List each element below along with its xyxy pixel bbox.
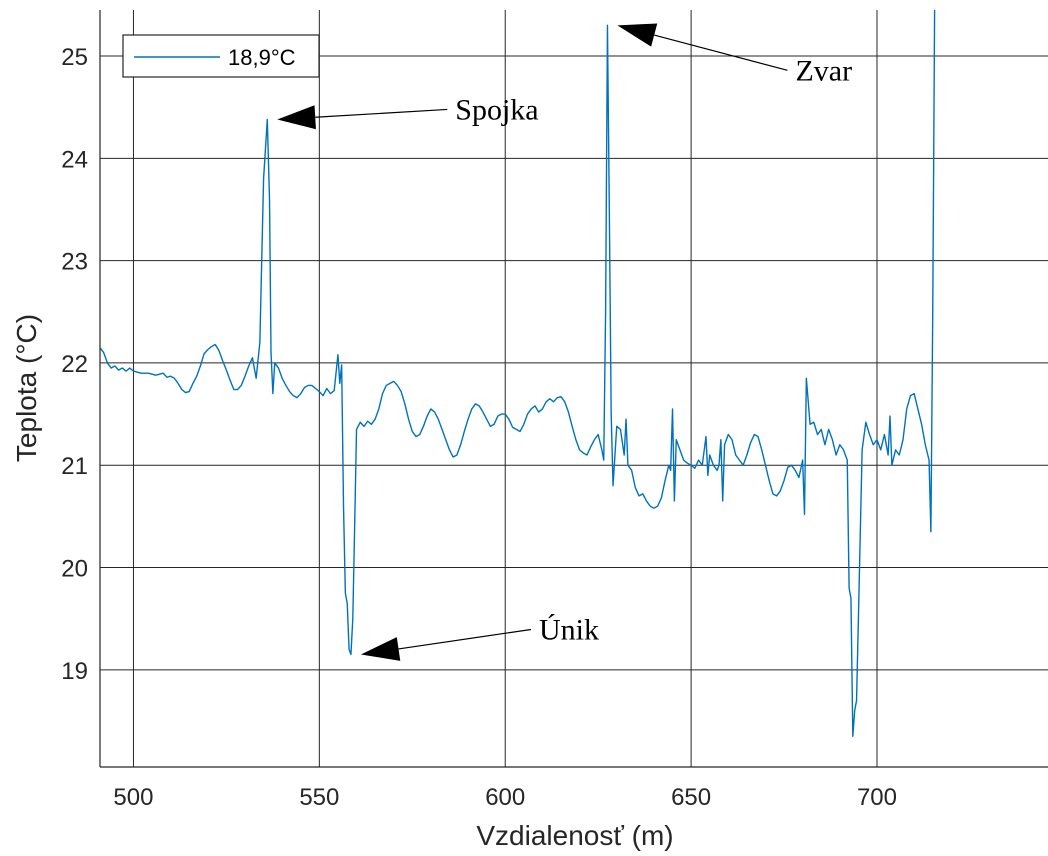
- plot-area: [100, 10, 936, 738]
- y-axis-label: Teplota (°C): [11, 314, 42, 462]
- y-tick-label: 19: [61, 658, 88, 685]
- annotation-arrow-shaft: [654, 34, 788, 71]
- annotation-label: Spojka: [455, 93, 538, 126]
- tick-labels: 500 550 600 650 700 19 20 21 22 23 24 25: [61, 44, 897, 811]
- annotation-arrow-head: [277, 105, 316, 130]
- y-tick-label: 22: [61, 351, 88, 378]
- x-tick-label: 650: [671, 784, 711, 811]
- annotation-arrow-head: [617, 23, 658, 47]
- y-tick-label: 25: [61, 44, 88, 71]
- legend-box: [122, 34, 320, 78]
- legend-entry: 18,9°C: [228, 45, 296, 70]
- x-axis-label: Vzdialenosť (m): [476, 820, 673, 851]
- y-tick-label: 21: [61, 453, 88, 480]
- annotation-arrow-shaft: [398, 628, 532, 650]
- x-tick-label: 600: [485, 784, 525, 811]
- x-tick-label: 500: [113, 784, 153, 811]
- annotation-label: Únik: [539, 613, 599, 646]
- series-line-0: [100, 10, 936, 738]
- x-tick-label: 700: [857, 784, 897, 811]
- x-tick-label: 550: [299, 784, 339, 811]
- y-tick-label: 24: [61, 146, 88, 173]
- annotation-label: Zvar: [795, 54, 852, 87]
- y-tick-label: 20: [61, 556, 88, 583]
- y-tick-label: 23: [61, 249, 88, 276]
- legend: 18,9°C: [122, 34, 320, 78]
- annotation-arrow-shaft: [315, 108, 448, 118]
- annotations: Spojka Zvar Únik: [277, 23, 852, 661]
- annotation-arrow-head: [360, 637, 401, 661]
